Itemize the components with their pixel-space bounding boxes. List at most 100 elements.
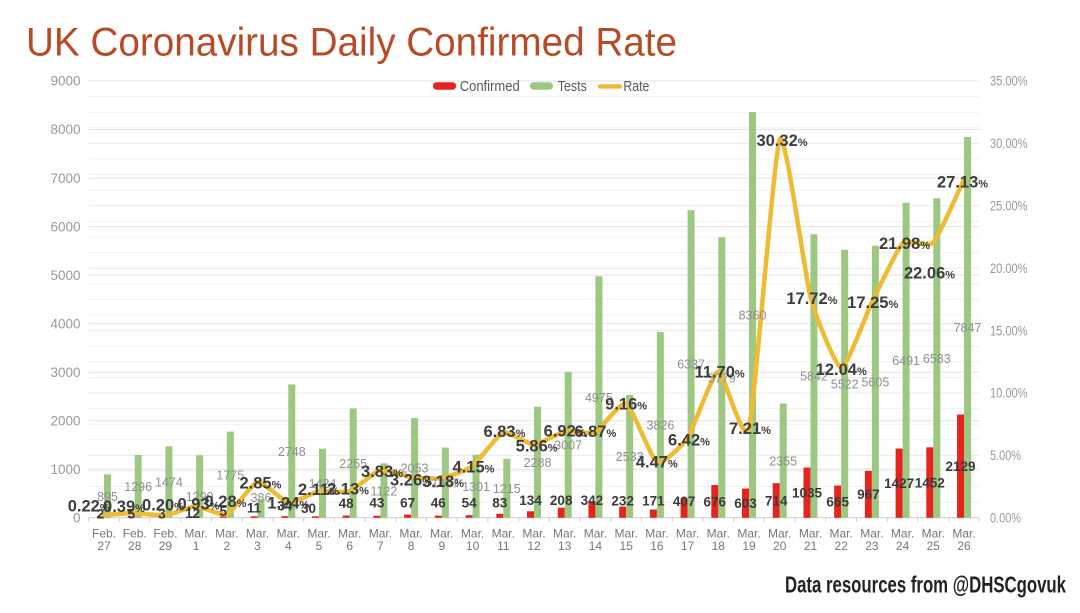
svg-text:54: 54 [462,496,478,511]
svg-text:714: 714 [765,493,788,508]
svg-text:46: 46 [431,496,447,511]
svg-text:13: 13 [558,539,572,553]
svg-text:12: 12 [527,539,541,553]
svg-text:1427: 1427 [884,476,914,491]
svg-text:83: 83 [492,496,508,511]
svg-text:30.32%: 30.32% [756,132,807,150]
svg-text:2000: 2000 [50,413,80,428]
svg-text:16: 16 [650,539,664,553]
svg-text:6.42%: 6.42% [668,432,710,450]
svg-text:3.18%: 3.18% [422,473,464,491]
svg-text:5522: 5522 [831,378,859,392]
svg-text:19: 19 [742,539,756,553]
svg-text:25.00%: 25.00% [990,199,1028,214]
svg-text:6337: 6337 [677,358,705,372]
svg-text:5.00%: 5.00% [990,448,1021,463]
svg-text:7847: 7847 [954,321,982,335]
svg-text:2053: 2053 [401,462,429,476]
svg-text:7: 7 [377,539,384,553]
svg-text:27: 27 [97,539,111,553]
svg-text:6: 6 [346,539,353,553]
svg-text:4: 4 [285,539,292,553]
svg-text:Mar.: Mar. [891,527,914,541]
svg-text:20.00%: 20.00% [990,261,1028,276]
svg-text:18: 18 [712,539,726,553]
svg-text:0: 0 [73,511,81,526]
svg-text:Confirmed: Confirmed [460,79,520,95]
svg-text:Mar.: Mar. [369,527,392,541]
svg-text:6.83%: 6.83% [483,423,525,441]
svg-text:6.92%: 6.92% [544,423,586,441]
svg-text:Mar.: Mar. [952,527,975,541]
svg-text:17.25%: 17.25% [847,294,898,312]
svg-text:5: 5 [127,507,135,522]
svg-text:1424: 1424 [309,477,337,491]
svg-text:Mar.: Mar. [799,527,822,541]
svg-text:0.00%: 0.00% [990,511,1021,526]
svg-text:Rate: Rate [623,79,649,95]
svg-text:603: 603 [734,496,757,511]
svg-text:9000: 9000 [50,74,80,89]
svg-text:3: 3 [158,507,166,522]
svg-text:2355: 2355 [769,454,797,468]
svg-text:Mar.: Mar. [584,527,607,541]
svg-text:Data resources from @DHSCgovuk: Data resources from @DHSCgovuk [785,572,1066,598]
svg-text:2255: 2255 [339,457,367,471]
svg-text:11: 11 [247,501,262,516]
svg-text:5: 5 [220,504,228,519]
svg-text:26: 26 [957,539,971,553]
svg-text:2748: 2748 [278,445,306,459]
svg-text:3.83%: 3.83% [361,463,403,481]
svg-text:2: 2 [223,539,230,553]
svg-text:Mar.: Mar. [768,527,791,541]
svg-text:Mar.: Mar. [676,527,699,541]
svg-text:0.22%: 0.22% [68,498,110,516]
svg-text:25: 25 [927,539,941,553]
svg-text:Mar.: Mar. [492,527,515,541]
svg-text:9.16%: 9.16% [605,396,647,414]
svg-text:134: 134 [519,493,542,508]
svg-text:2.11%: 2.11% [298,481,339,499]
svg-text:5605: 5605 [861,376,889,390]
svg-text:0.20%: 0.20% [142,497,184,515]
svg-text:29: 29 [159,539,173,553]
svg-text:2.13%: 2.13% [327,481,369,499]
svg-text:17.72%: 17.72% [786,290,837,308]
svg-text:23: 23 [865,539,879,553]
svg-text:30: 30 [301,501,316,516]
svg-text:Mar.: Mar. [461,527,484,541]
svg-text:Feb.: Feb. [123,527,147,541]
svg-text:3000: 3000 [50,365,80,380]
svg-text:2533: 2533 [616,450,644,464]
svg-text:Mar.: Mar. [860,527,883,541]
svg-text:Feb.: Feb. [92,527,116,541]
svg-text:Mar.: Mar. [615,527,638,541]
svg-text:20: 20 [773,539,787,553]
svg-text:676: 676 [704,495,727,510]
svg-text:10: 10 [466,539,480,553]
svg-text:1122: 1122 [370,484,397,498]
svg-text:6.87%: 6.87% [574,423,616,441]
svg-text:Mar.: Mar. [277,527,300,541]
svg-text:7000: 7000 [50,171,80,186]
svg-text:2.85%: 2.85% [239,475,281,493]
svg-text:1452: 1452 [915,475,945,490]
svg-text:35.00%: 35.00% [990,74,1028,89]
svg-text:1447: 1447 [431,476,459,490]
svg-text:Mar.: Mar. [430,527,453,541]
svg-text:Mar.: Mar. [737,527,760,541]
svg-text:8360: 8360 [739,309,767,323]
svg-text:1301: 1301 [462,480,490,494]
svg-text:5779: 5779 [708,371,736,385]
svg-text:21.98%: 21.98% [879,235,930,253]
svg-text:407: 407 [673,494,696,509]
svg-text:6000: 6000 [50,219,80,234]
svg-text:5.86%: 5.86% [516,437,558,455]
svg-text:4975: 4975 [585,391,613,405]
svg-text:4.47%: 4.47% [636,454,678,472]
svg-text:967: 967 [857,487,880,502]
svg-text:1474: 1474 [155,476,183,490]
svg-text:15: 15 [620,539,634,553]
svg-text:Mar.: Mar. [830,527,853,541]
svg-text:3826: 3826 [646,419,674,433]
